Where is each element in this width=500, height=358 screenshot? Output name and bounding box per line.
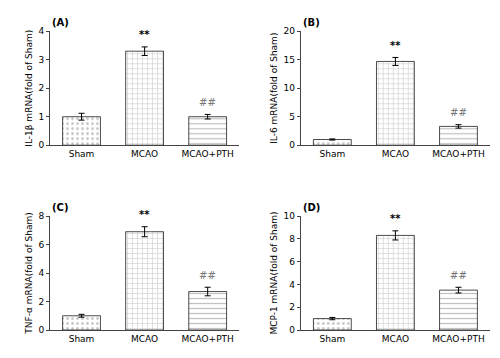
svg-text:2: 2 [38, 297, 44, 307]
svg-text:3: 3 [38, 55, 44, 65]
svg-text:MCAO: MCAO [131, 149, 158, 159]
svg-text:MCAO+PTH: MCAO+PTH [181, 334, 233, 344]
svg-text:IL-6 mRNA(fold of Sham): IL-6 mRNA(fold of Sham) [269, 33, 279, 144]
svg-text:20: 20 [284, 26, 296, 36]
svg-text:**: ** [390, 213, 401, 224]
svg-text:1: 1 [38, 112, 44, 122]
svg-text:5: 5 [289, 112, 295, 122]
svg-text:(A): (A) [52, 17, 69, 28]
svg-text:##: ## [450, 107, 467, 118]
svg-text:4: 4 [289, 280, 295, 290]
svg-text:##: ## [199, 97, 216, 108]
svg-text:8: 8 [289, 234, 295, 244]
svg-text:8: 8 [38, 211, 44, 221]
svg-text:MCAO: MCAO [382, 334, 409, 344]
svg-text:**: ** [139, 209, 150, 220]
svg-text:0: 0 [289, 325, 295, 335]
svg-text:(C): (C) [52, 202, 68, 213]
svg-text:MCAO+PTH: MCAO+PTH [181, 149, 233, 159]
svg-text:##: ## [199, 270, 216, 281]
svg-text:2: 2 [38, 83, 44, 93]
svg-text:MCAO+PTH: MCAO+PTH [432, 149, 484, 159]
svg-text:0: 0 [38, 325, 44, 335]
svg-text:(D): (D) [303, 202, 320, 213]
svg-text:0: 0 [289, 140, 295, 150]
svg-text:MCAO+PTH: MCAO+PTH [432, 334, 484, 344]
svg-text:Sham: Sham [319, 334, 345, 344]
svg-text:(B): (B) [303, 17, 320, 28]
svg-text:Sham: Sham [69, 334, 95, 344]
svg-text:4: 4 [38, 268, 44, 278]
svg-text:MCAO: MCAO [382, 149, 409, 159]
svg-text:2: 2 [289, 302, 295, 312]
svg-text:IL-1β mRNA(fold of Sham): IL-1β mRNA(fold of Sham) [24, 30, 34, 147]
svg-text:MCP-1 mRNA(fold of Sham): MCP-1 mRNA(fold of Sham) [269, 212, 279, 335]
svg-text:10: 10 [284, 83, 296, 93]
svg-text:**: ** [139, 29, 150, 40]
svg-text:Sham: Sham [69, 149, 95, 159]
svg-text:TNF-α mRNA(fold of Sham): TNF-α mRNA(fold of Sham) [24, 212, 34, 334]
svg-text:0: 0 [38, 140, 44, 150]
svg-text:**: ** [390, 40, 401, 51]
svg-text:10: 10 [284, 211, 296, 221]
svg-text:MCAO: MCAO [131, 334, 158, 344]
svg-text:4: 4 [38, 26, 44, 36]
svg-text:Sham: Sham [319, 149, 345, 159]
svg-text:6: 6 [289, 257, 295, 267]
svg-text:6: 6 [38, 240, 44, 250]
svg-text:15: 15 [284, 55, 295, 65]
svg-text:##: ## [450, 270, 467, 281]
